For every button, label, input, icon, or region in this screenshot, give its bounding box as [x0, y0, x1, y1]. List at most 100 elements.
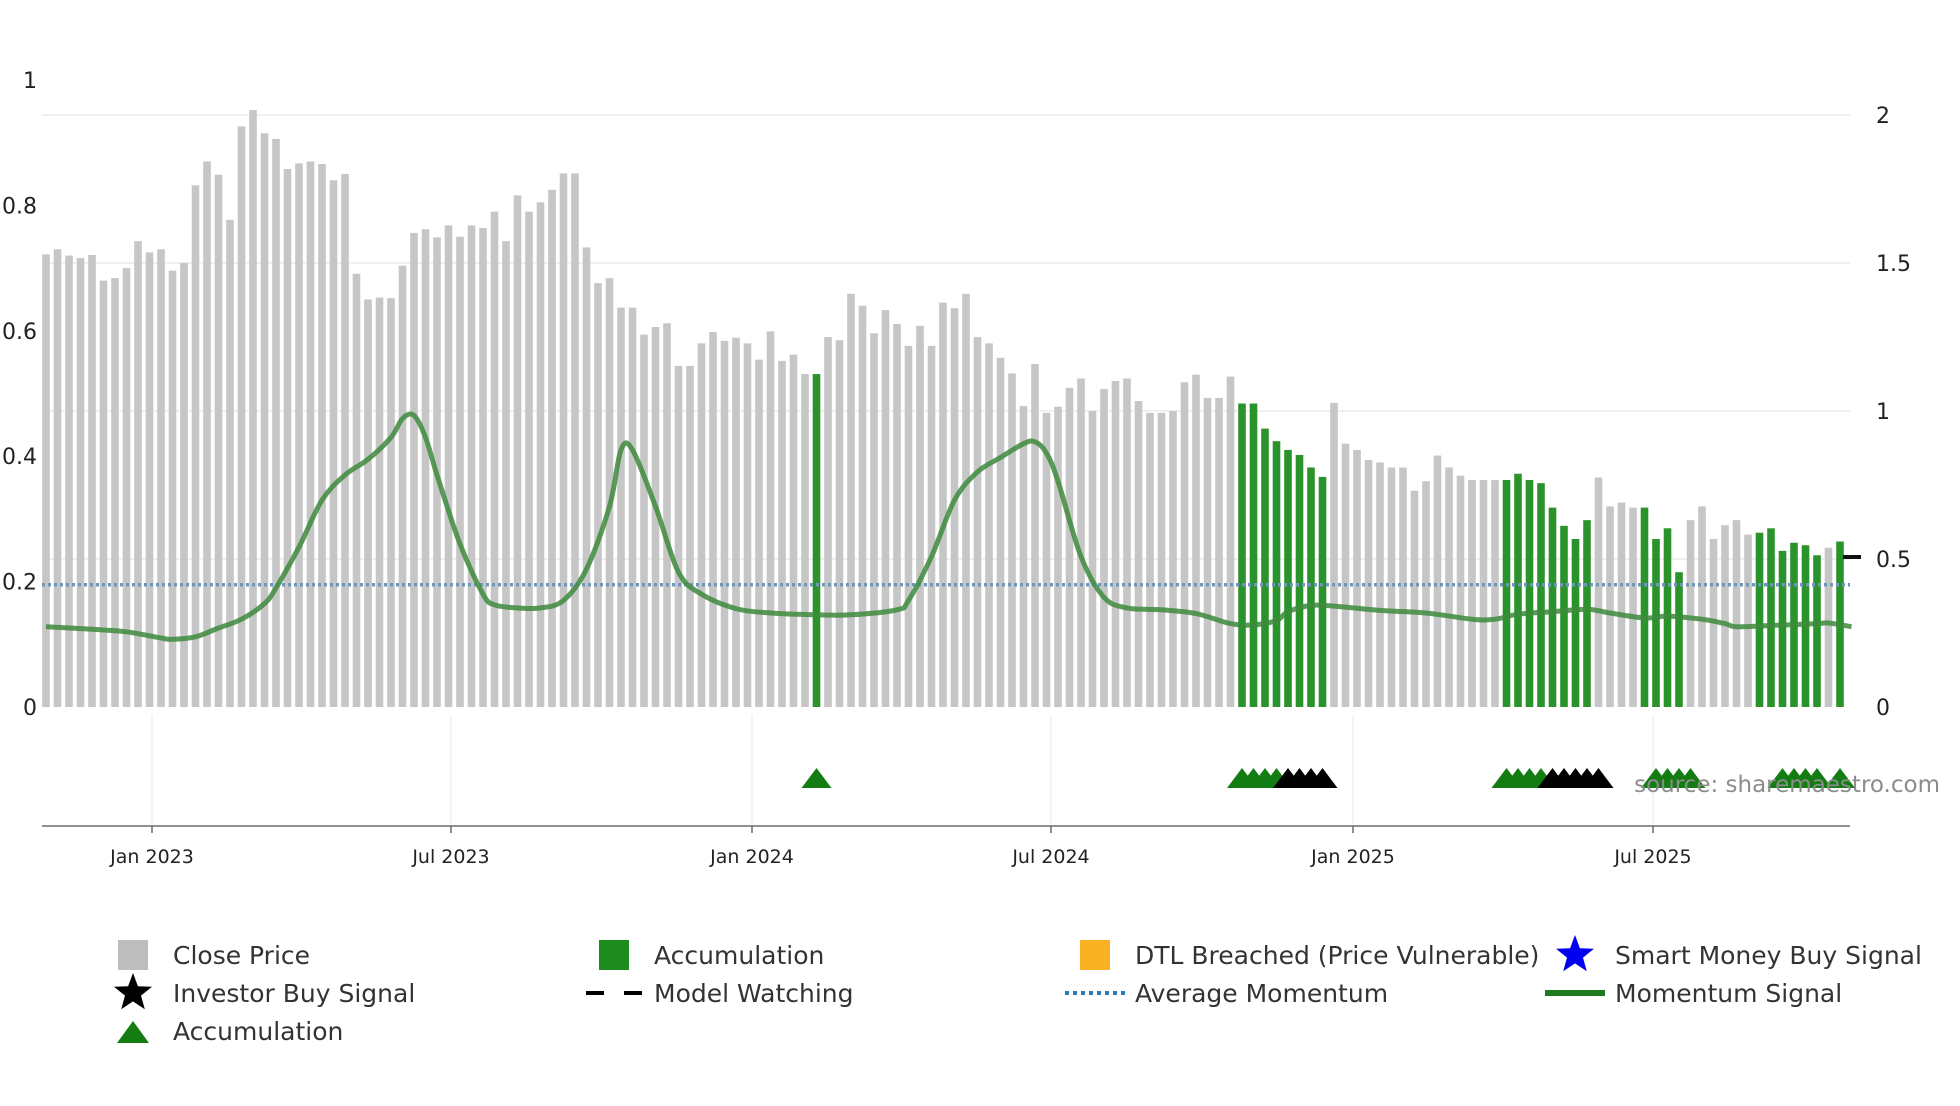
- close-price-bar: [1180, 382, 1189, 707]
- legend-item: Momentum Signal: [1545, 979, 1842, 1008]
- close-price-bar: [145, 252, 154, 708]
- close-price-bar: [548, 189, 556, 708]
- accumulation-bar: [1560, 525, 1568, 707]
- accumulation-bar: [812, 374, 821, 707]
- accumulation-bar: [1813, 555, 1821, 707]
- close-price-bar: [870, 333, 878, 707]
- close-price-bar: [1686, 520, 1695, 707]
- signal-lines: [42, 411, 1861, 642]
- close-price-bar: [467, 225, 476, 708]
- close-price-bar: [1042, 412, 1051, 707]
- close-price-bar: [559, 173, 568, 708]
- close-price-bar: [180, 263, 188, 707]
- close-price-bar: [42, 254, 50, 707]
- accumulation-bar: [1583, 520, 1591, 707]
- close-price-bar: [306, 161, 315, 707]
- close-price-bar: [732, 337, 740, 707]
- accumulation-bar: [1767, 528, 1775, 707]
- close-price-bar: [686, 365, 694, 707]
- close-price-bar: [697, 343, 706, 707]
- accumulation-bar: [1571, 538, 1580, 707]
- accumulation-marker: [801, 768, 832, 788]
- close-price-bar: [709, 332, 717, 707]
- x-axis-tick-label: Jan 2025: [1310, 846, 1395, 868]
- close-price-bar: [1491, 480, 1499, 707]
- close-price-bar: [927, 345, 936, 707]
- close-price-bar: [1019, 406, 1028, 707]
- close-price-bar: [1330, 402, 1338, 707]
- close-price-bar: [824, 337, 832, 707]
- close-price-bar: [237, 126, 246, 707]
- accumulation-bar: [1284, 449, 1292, 707]
- close-price-bar: [1031, 364, 1039, 707]
- close-price-bar: [904, 345, 913, 707]
- left-axis-tick-label: 0.8: [2, 194, 37, 219]
- close-price-bar: [985, 343, 993, 707]
- close-price-bar: [1422, 481, 1430, 707]
- investor-buy-marker: [1583, 768, 1614, 788]
- close-price-bar: [789, 354, 798, 707]
- close-price-bar: [720, 340, 729, 707]
- close-price-bar: [1226, 376, 1235, 707]
- close-price-bar: [1433, 455, 1442, 707]
- close-price-bar: [1387, 467, 1396, 707]
- close-price-bar: [260, 133, 269, 708]
- close-price-bar: [1732, 520, 1741, 707]
- legend-label: Accumulation: [654, 941, 824, 970]
- close-price-bar: [1215, 397, 1223, 707]
- right-axis-tick-label: 0.5: [1876, 548, 1911, 573]
- x-axis-tick-label: Jul 2024: [1011, 846, 1089, 868]
- close-price-bar: [1479, 480, 1488, 707]
- close-price-bar: [617, 307, 625, 707]
- accumulation-bar: [1261, 428, 1269, 707]
- accumulation-bar: [1548, 507, 1557, 707]
- momentum-signal-line: [45, 411, 1852, 642]
- close-price-bar: [410, 232, 418, 707]
- legend-label: DTL Breached (Price Vulnerable): [1135, 941, 1539, 970]
- legend-star-symbol: [114, 973, 152, 1010]
- left-axis-tick-label: 1: [23, 69, 37, 94]
- close-price-bar: [1065, 387, 1074, 707]
- close-price-bar: [1100, 389, 1108, 707]
- legend-label: Close Price: [173, 941, 310, 970]
- accumulation-bar: [1272, 441, 1281, 707]
- close-price-bar: [605, 278, 614, 707]
- close-price-bar: [1088, 411, 1097, 707]
- legend-label: Smart Money Buy Signal: [1615, 941, 1922, 970]
- left-axis-tick-label: 0.6: [2, 320, 37, 345]
- close-price-bar: [1146, 412, 1154, 707]
- close-price-bar: [283, 169, 292, 707]
- close-price-bar: [1456, 475, 1465, 707]
- close-price-bar: [191, 185, 200, 707]
- close-price-bar: [272, 138, 280, 708]
- close-price-bar: [674, 365, 683, 707]
- close-price-bar: [1054, 406, 1062, 707]
- close-price-bar: [1169, 411, 1177, 707]
- close-price-bar: [134, 241, 142, 707]
- close-price-bar: [628, 307, 637, 707]
- investor-buy-marker: [1307, 768, 1338, 788]
- close-price-bar: [1445, 467, 1453, 707]
- close-price-bar: [1468, 480, 1476, 707]
- close-price-bar: [571, 173, 579, 708]
- accumulation-marker: [1802, 768, 1832, 788]
- close-price-bar: [973, 337, 982, 707]
- accumulation-bar: [1755, 532, 1764, 707]
- close-price-bar: [1123, 378, 1131, 707]
- close-price-bar: [295, 163, 303, 708]
- close-price-bar: [1192, 374, 1200, 707]
- close-price-bar: [835, 340, 844, 707]
- close-price-bar: [1698, 506, 1706, 707]
- legend-triangle-symbol: [117, 1021, 149, 1043]
- close-price-bar: [111, 278, 119, 707]
- accumulation-bar: [1238, 403, 1246, 707]
- legend-item: Smart Money Buy Signal: [1556, 935, 1922, 972]
- close-price-bar: [214, 174, 223, 707]
- close-price-bar: [375, 297, 384, 707]
- close-price-bar: [456, 236, 464, 707]
- close-price-bar: [1353, 449, 1361, 707]
- close-price-bar: [226, 219, 234, 708]
- x-axis-tick-label: Jan 2024: [709, 846, 794, 868]
- legend-item: Accumulation: [599, 940, 824, 970]
